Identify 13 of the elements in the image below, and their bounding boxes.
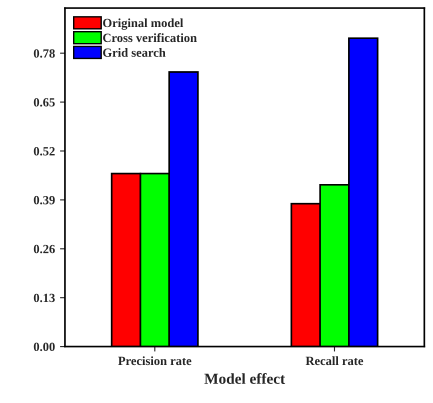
y-tick-label: 0.39 bbox=[34, 196, 55, 204]
legend-label: Grid search bbox=[103, 48, 166, 57]
x-tick-label: Recall rate bbox=[306, 356, 364, 366]
x-tick-label: Precision rate bbox=[118, 356, 192, 366]
x-axis-title: Model effect bbox=[204, 373, 286, 384]
y-tick-label: 0.78 bbox=[34, 49, 55, 58]
legend-label: Cross verification bbox=[103, 33, 197, 42]
y-tick-label: 0.26 bbox=[34, 244, 55, 254]
y-tick-label: 0.52 bbox=[34, 147, 55, 156]
y-tick-label: 0.65 bbox=[34, 98, 55, 107]
y-tick-label: 0.00 bbox=[34, 342, 55, 352]
legend-label: Original model bbox=[103, 18, 184, 30]
y-tick-label: 0.13 bbox=[34, 294, 55, 302]
